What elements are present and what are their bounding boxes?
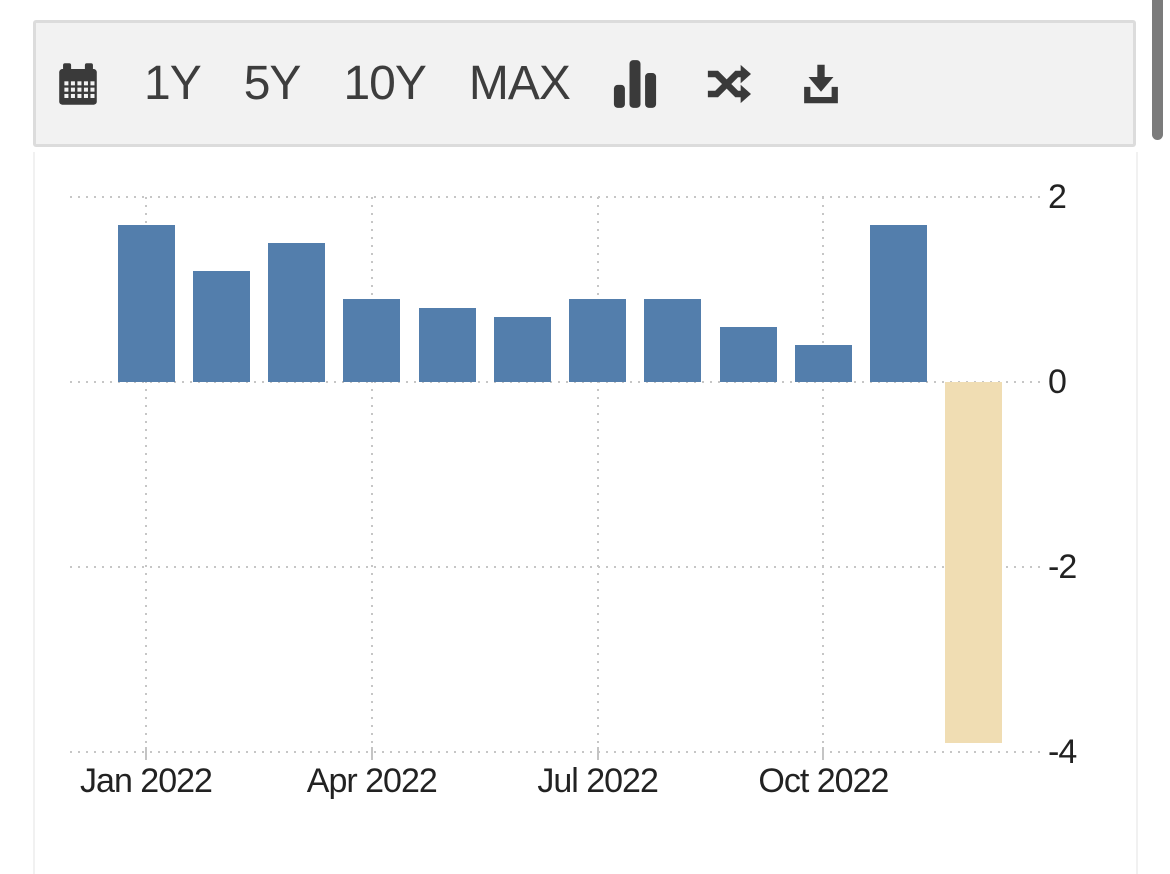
y-axis-label-2: 2 [1048,178,1067,216]
bar-feb-2022[interactable] [192,271,250,382]
chart-toolbar: 1Y 5Y 10Y MAX [33,20,1136,147]
y-gridline--4 [70,751,1040,753]
x-axis-label-jul-2022: Jul 2022 [537,762,659,800]
vertical-scrollbar-thumb[interactable] [1152,0,1163,140]
bar-nov-2022[interactable] [870,224,928,382]
chart-type-button[interactable] [613,59,657,108]
bar-may-2022[interactable] [418,308,476,382]
bar-jun-2022[interactable] [493,317,551,382]
bar-jan-2022[interactable] [117,224,175,382]
x-axis-label-apr-2022: Apr 2022 [306,762,438,800]
download-icon [803,64,838,103]
calendar-icon [59,62,97,105]
y-axis-label--2: -2 [1048,548,1077,586]
bar-apr-2022[interactable] [343,298,401,382]
bar-dec-2022[interactable] [945,382,1003,743]
x-tick-mark [370,747,373,760]
x-tick-mark [822,747,825,760]
y-gridline--2 [70,566,1040,568]
compare-button[interactable] [700,61,756,107]
bar-jul-2022[interactable] [569,298,627,382]
date-range-picker-button[interactable] [55,60,101,108]
y-gridline-2 [70,196,1040,198]
range-button-1y[interactable]: 1Y [144,56,202,110]
bar-aug-2022[interactable] [644,298,702,382]
x-tick-mark [596,747,599,760]
download-button[interactable] [799,60,843,108]
x-gridline-apr-2022 [370,197,373,752]
range-button-5y[interactable]: 5Y [243,56,302,110]
shuffle-icon [707,64,751,103]
range-button-max[interactable]: MAX [468,56,571,110]
bar-chart-icon [613,59,656,108]
y-axis-label--4: -4 [1048,733,1077,771]
range-button-10y[interactable]: 10Y [343,56,426,110]
y-gridline-0 [70,381,1040,383]
bar-mar-2022[interactable] [268,243,326,382]
y-axis-label-0: 0 [1048,363,1067,401]
bar-oct-2022[interactable] [794,345,852,382]
bar-sep-2022[interactable] [719,326,777,382]
x-gridline-oct-2022 [822,197,825,752]
x-gridline-jan-2022 [145,197,147,752]
x-axis-label-jan-2022: Jan 2022 [80,762,213,800]
x-axis-label-oct-2022: Oct 2022 [758,762,889,800]
x-gridline-jul-2022 [596,197,599,752]
x-tick-mark [145,747,147,760]
